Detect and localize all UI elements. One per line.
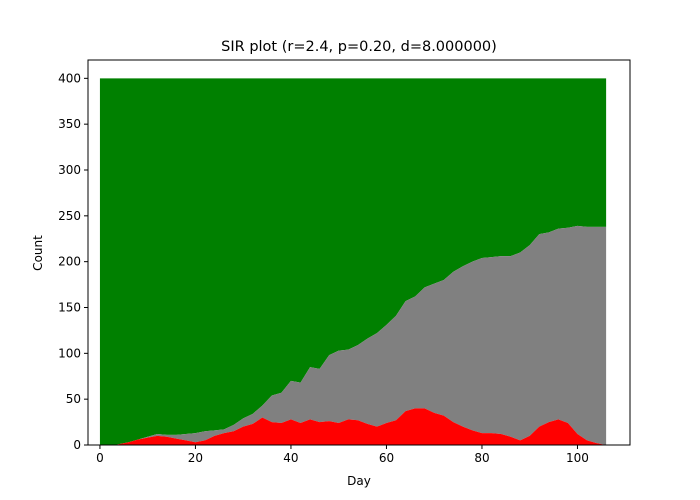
- x-axis-label: Day: [347, 474, 371, 488]
- x-tick-label: 100: [566, 451, 589, 465]
- y-tick-label: 0: [73, 438, 81, 452]
- x-axis: 0 20 40 60 80 100: [96, 445, 589, 465]
- x-tick-label: 20: [188, 451, 203, 465]
- y-tick-label: 250: [58, 209, 81, 223]
- y-axis-label: Count: [31, 235, 45, 271]
- x-tick-label: 60: [379, 451, 394, 465]
- stacked-areas: [99, 78, 607, 445]
- y-tick-label: 400: [58, 71, 81, 85]
- y-tick-label: 300: [58, 163, 81, 177]
- chart-title: SIR plot (r=2.4, p=0.20, d=8.000000): [221, 39, 497, 55]
- x-tick-label: 0: [96, 451, 104, 465]
- y-tick-label: 350: [58, 117, 81, 131]
- x-tick-label: 80: [474, 451, 489, 465]
- y-tick-label: 200: [58, 255, 81, 269]
- y-tick-label: 100: [58, 346, 81, 360]
- susceptible-area: [99, 78, 607, 445]
- recovered-area: [99, 225, 607, 445]
- y-tick-label: 150: [58, 301, 81, 315]
- x-tick-label: 40: [283, 451, 298, 465]
- y-axis: 0 50 100 150 200 250 300 350 400: [58, 71, 88, 452]
- y-tick-label: 50: [66, 392, 81, 406]
- infected-area: [99, 408, 607, 445]
- plot-frame: [87, 59, 631, 446]
